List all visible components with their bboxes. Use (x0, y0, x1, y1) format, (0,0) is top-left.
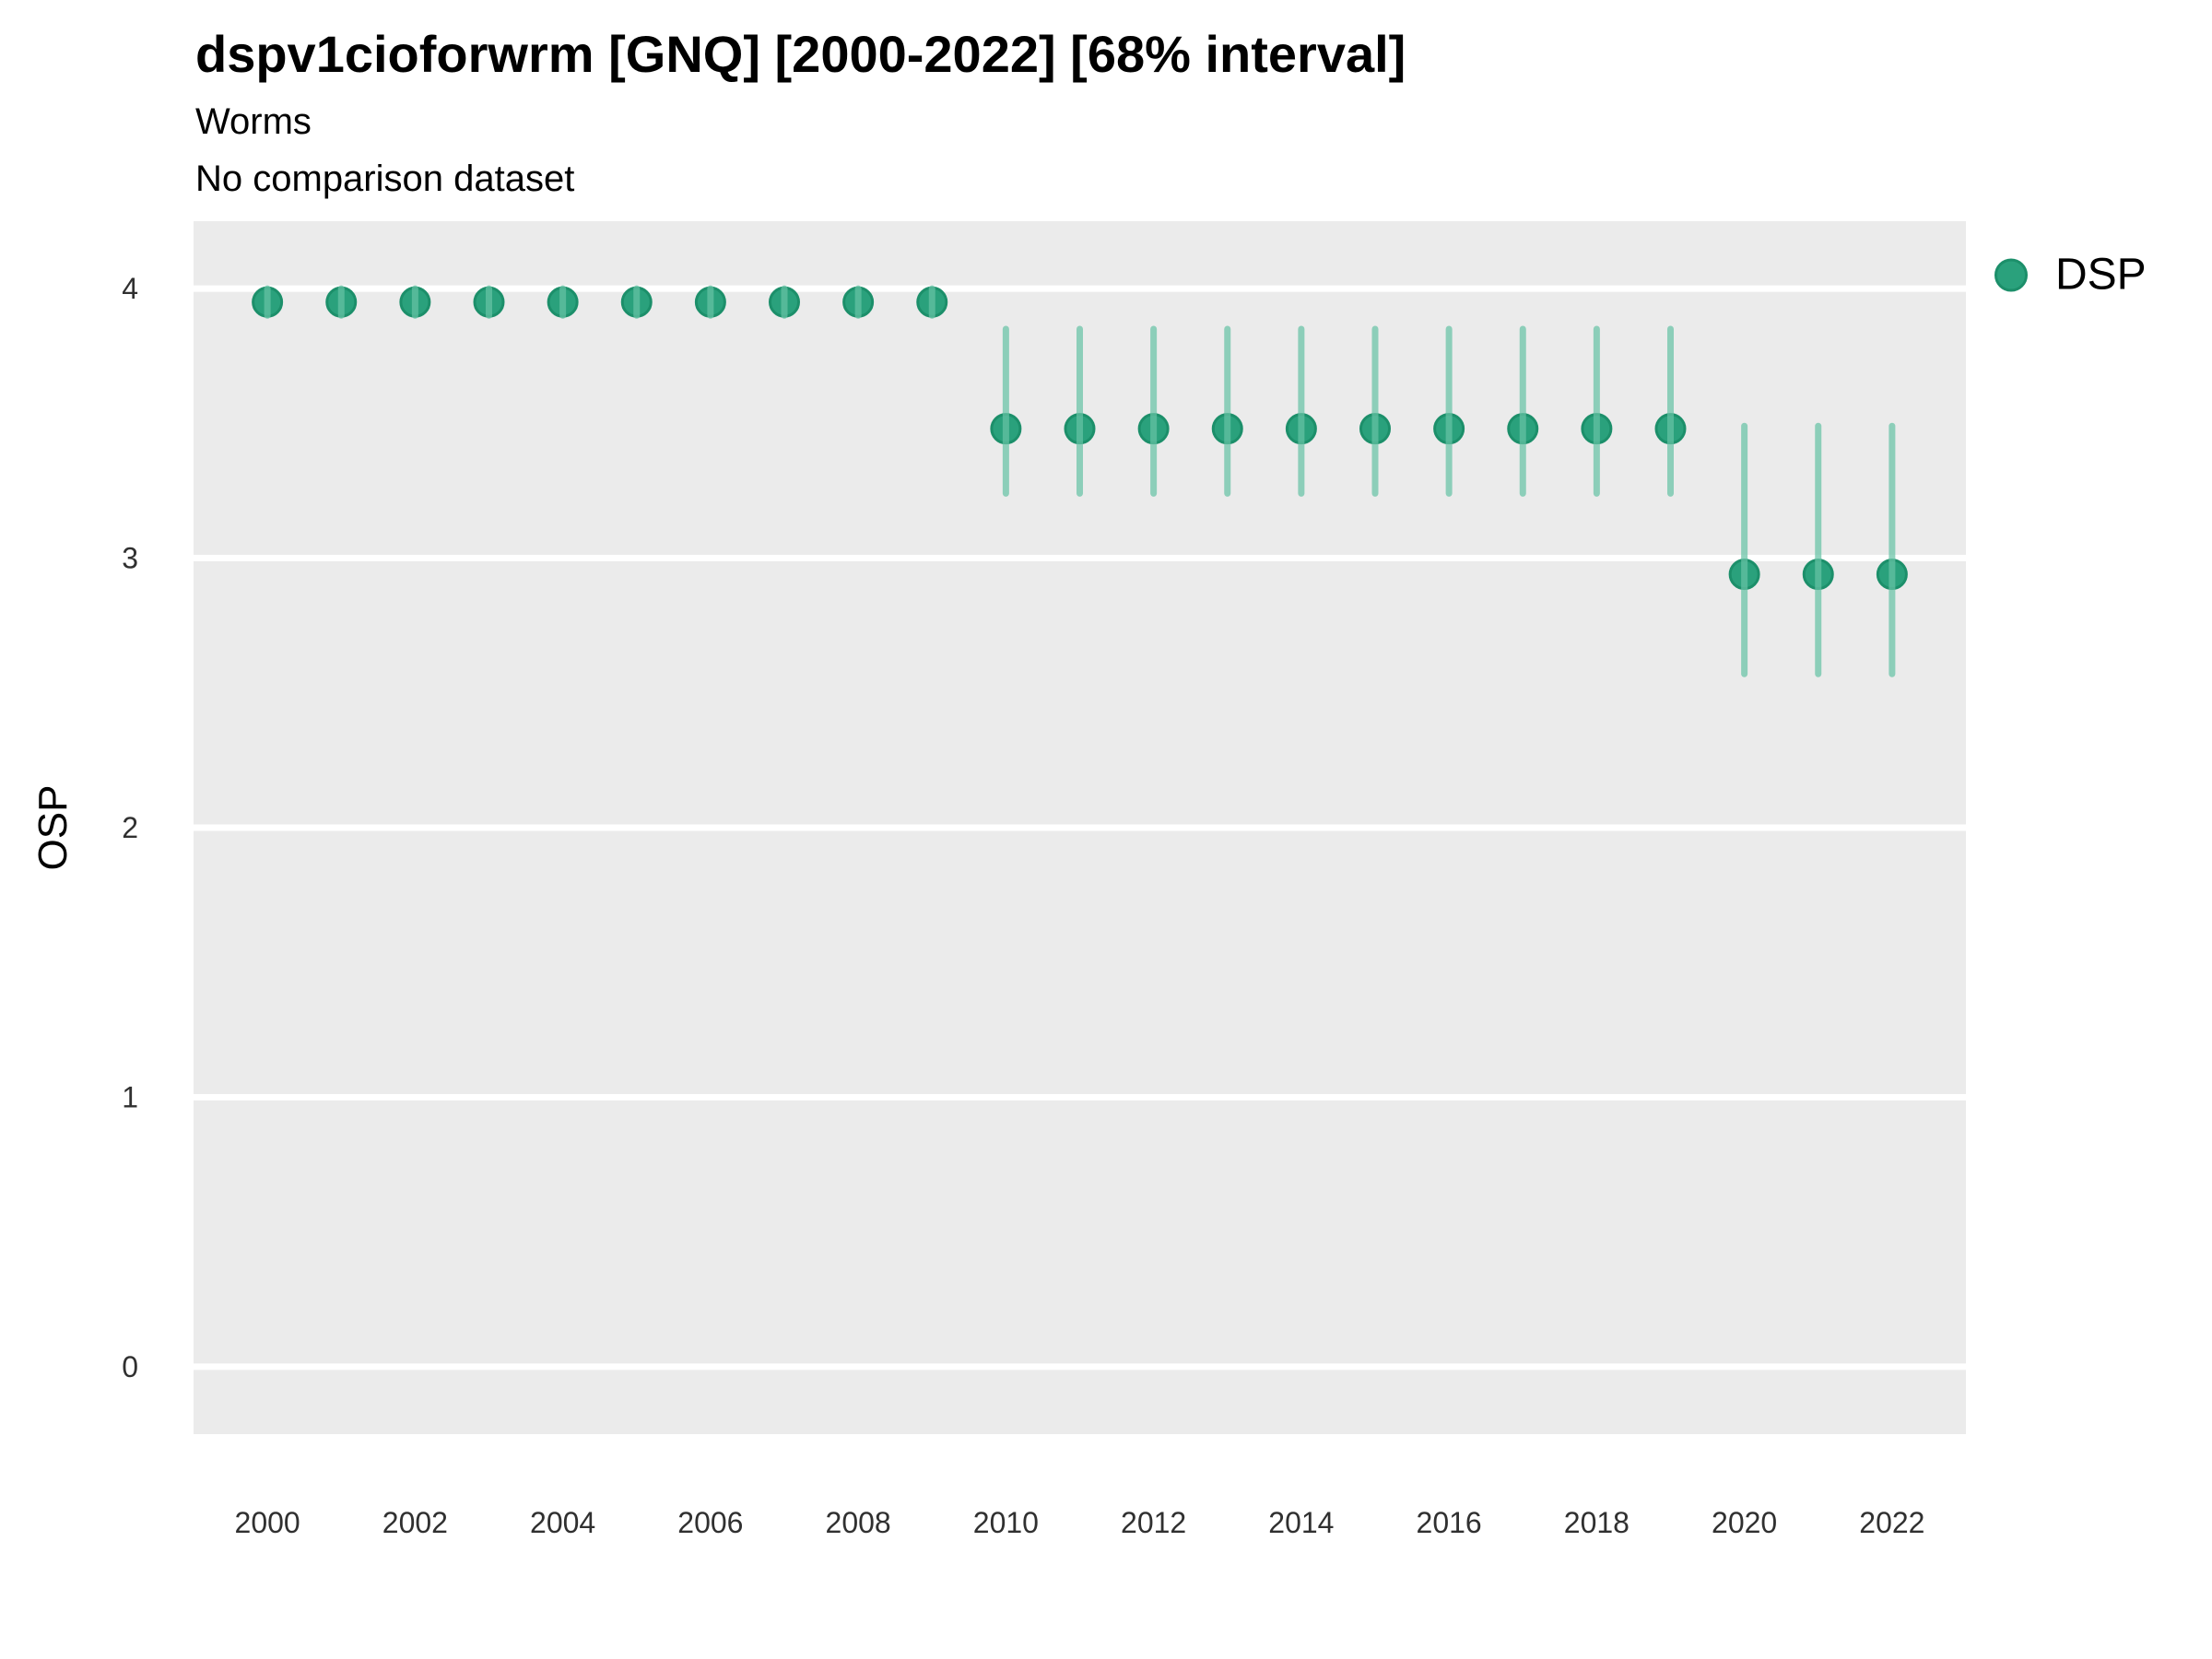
y-tick-label-4: 4 (122, 272, 138, 305)
chart-subtitle: Worms (195, 101, 312, 142)
legend: DSP (1994, 250, 2147, 300)
x-tick-label-2008: 2008 (826, 1506, 891, 1539)
x-tick-label-2006: 2006 (677, 1506, 743, 1539)
legend-label: DSP (2055, 250, 2147, 300)
x-tick-label-2010: 2010 (973, 1506, 1039, 1539)
y-tick-label-2: 2 (122, 811, 138, 844)
y-tick-label-0: 0 (122, 1350, 138, 1383)
legend-point-icon (1994, 258, 2028, 291)
x-tick-label-2016: 2016 (1417, 1506, 1482, 1539)
x-tick-label-2020: 2020 (1712, 1506, 1777, 1539)
x-tick-label-2018: 2018 (1564, 1506, 1630, 1539)
x-tick-label-2014: 2014 (1268, 1506, 1334, 1539)
x-tick-label-2022: 2022 (1859, 1506, 1924, 1539)
x-tick-label-2004: 2004 (530, 1506, 595, 1539)
y-tick-label-1: 1 (122, 1080, 138, 1113)
y-tick-label-3: 3 (122, 542, 138, 575)
x-tick-label-2002: 2002 (382, 1506, 448, 1539)
comparison-note: No comparison dataset (195, 159, 575, 199)
x-tick-label-2000: 2000 (235, 1506, 300, 1539)
x-tick-label-2012: 2012 (1121, 1506, 1186, 1539)
chart-title: dspv1cioforwrm [GNQ] [2000-2022] [68% in… (195, 25, 1406, 83)
